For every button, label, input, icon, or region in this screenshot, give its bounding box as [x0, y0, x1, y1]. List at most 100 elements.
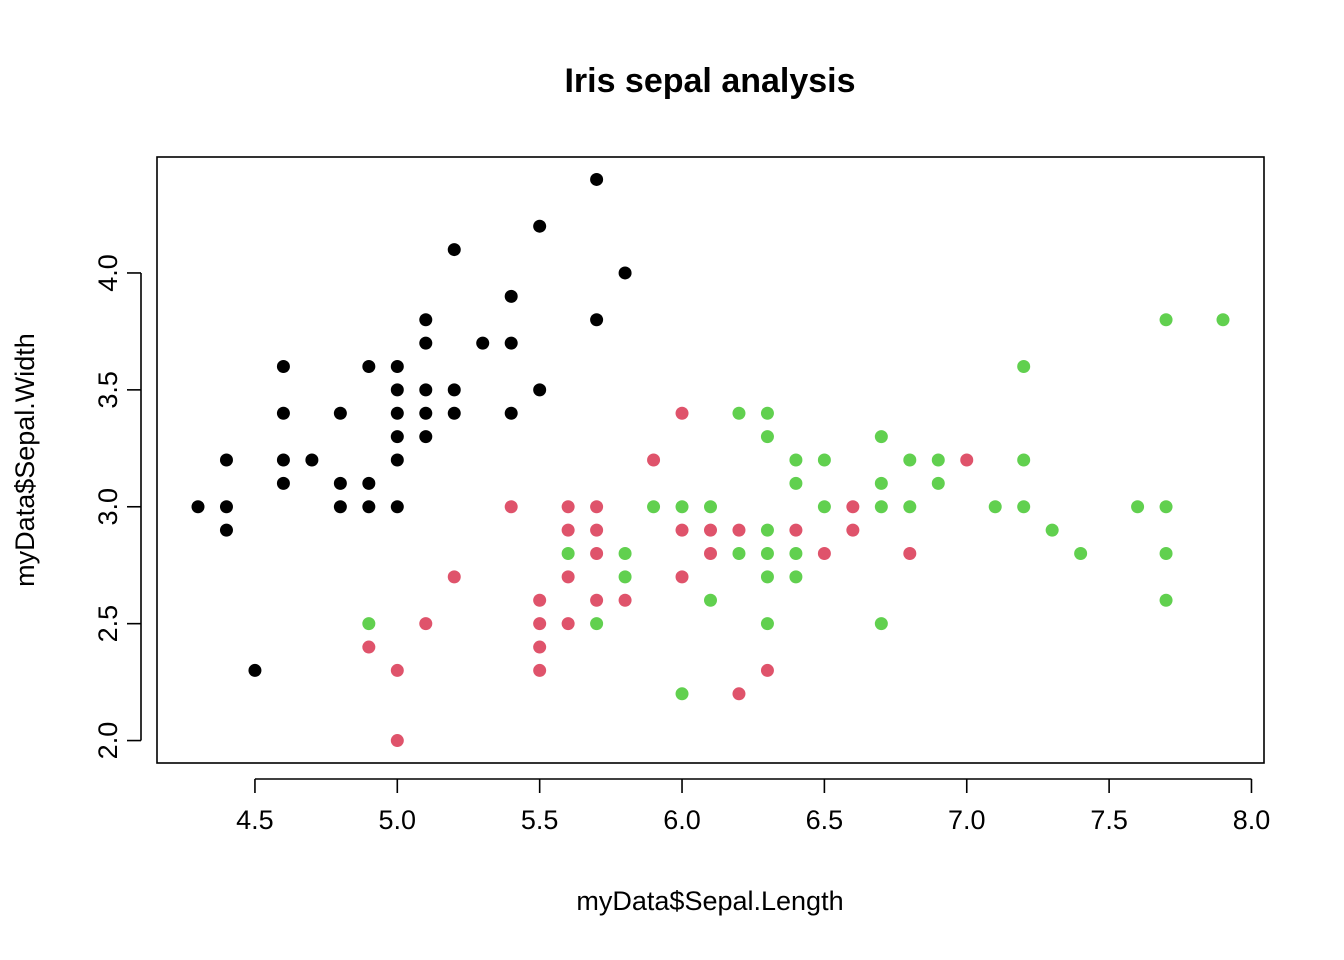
data-point: [931, 453, 945, 467]
data-point: [675, 687, 689, 701]
data-point: [390, 453, 404, 467]
data-point: [760, 406, 774, 420]
data-point: [447, 383, 461, 397]
x-tick-label: 5.0: [379, 805, 417, 835]
y-axis-title: myData$Sepal.Width: [10, 333, 40, 587]
data-point: [704, 523, 717, 537]
data-point: [419, 430, 433, 444]
x-axis: 4.5 5.0 5.5 6.0 6.5 7.0 7.5 8.0: [236, 778, 1271, 835]
data-point: [276, 476, 290, 490]
data-point: [618, 266, 632, 280]
data-point: [1074, 547, 1088, 561]
x-tick-label: 8.0: [1233, 805, 1271, 835]
x-tick-label: 6.0: [663, 805, 701, 835]
data-point: [219, 500, 233, 514]
data-point: [704, 547, 717, 561]
data-point: [590, 593, 604, 607]
data-point: [419, 406, 433, 420]
chart-title: Iris sepal analysis: [564, 62, 855, 100]
data-point: [817, 453, 831, 467]
data-point: [333, 476, 347, 490]
series-1: [191, 172, 632, 677]
data-point: [476, 336, 490, 350]
data-point: [789, 453, 803, 467]
data-point: [590, 547, 604, 561]
data-point: [419, 313, 433, 327]
data-point: [590, 617, 604, 631]
y-tick-label: 3.0: [93, 488, 123, 526]
data-point: [362, 640, 376, 654]
data-point: [732, 547, 746, 561]
data-point: [732, 406, 746, 420]
data-point: [333, 500, 347, 514]
data-point: [789, 523, 803, 537]
data-point: [903, 547, 917, 561]
data-point: [219, 453, 233, 467]
data-point: [1159, 500, 1173, 514]
y-tick-label: 4.0: [93, 254, 123, 292]
x-tick-label: 7.5: [1090, 805, 1128, 835]
data-point: [362, 500, 376, 514]
data-point: [732, 687, 746, 701]
x-tick-label: 5.5: [521, 805, 559, 835]
data-point: [590, 523, 604, 537]
data-point: [675, 570, 689, 584]
plot-frame: [156, 156, 1265, 764]
data-point: [333, 406, 347, 420]
data-point: [191, 500, 205, 514]
data-point: [390, 663, 404, 677]
data-point: [817, 547, 831, 561]
data-point: [704, 500, 717, 514]
data-point: [903, 453, 917, 467]
data-point: [561, 547, 575, 561]
data-point: [675, 406, 689, 420]
data-point: [590, 313, 604, 327]
data-point: [305, 453, 319, 467]
data-point: [533, 663, 547, 677]
data-point: [390, 359, 404, 373]
data-point: [1159, 313, 1173, 327]
data-point: [390, 500, 404, 514]
data-point: [760, 547, 774, 561]
data-point: [1131, 500, 1145, 514]
data-point: [447, 570, 461, 584]
data-point: [590, 500, 604, 514]
data-point: [760, 523, 774, 537]
data-point: [276, 453, 290, 467]
data-point: [276, 406, 290, 420]
data-point: [276, 359, 290, 373]
data-point: [1017, 453, 1031, 467]
data-point: [561, 570, 575, 584]
data-point: [760, 663, 774, 677]
data-point: [675, 500, 689, 514]
data-point: [533, 383, 547, 397]
data-point: [390, 383, 404, 397]
data-point: [390, 734, 404, 748]
data-point: [1159, 593, 1173, 607]
data-point: [504, 500, 518, 514]
data-point: [789, 476, 803, 490]
x-axis-title: myData$Sepal.Length: [576, 886, 843, 916]
data-point: [874, 500, 888, 514]
data-point: [248, 663, 262, 677]
series-3: [362, 313, 1230, 701]
series-2: [362, 406, 974, 748]
data-point: [390, 430, 404, 444]
data-point: [789, 570, 803, 584]
data-point: [931, 476, 945, 490]
data-point: [1216, 313, 1230, 327]
data-point: [846, 523, 860, 537]
data-point: [1045, 523, 1059, 537]
data-point: [419, 336, 433, 350]
data-point: [1017, 500, 1031, 514]
data-point: [561, 523, 575, 537]
data-point: [362, 476, 376, 490]
data-point: [447, 243, 461, 257]
y-tick-label: 3.5: [93, 371, 123, 409]
x-tick-label: 4.5: [236, 805, 274, 835]
x-tick-label: 6.5: [806, 805, 844, 835]
data-point: [533, 593, 547, 607]
data-point: [760, 430, 774, 444]
data-point: [874, 476, 888, 490]
